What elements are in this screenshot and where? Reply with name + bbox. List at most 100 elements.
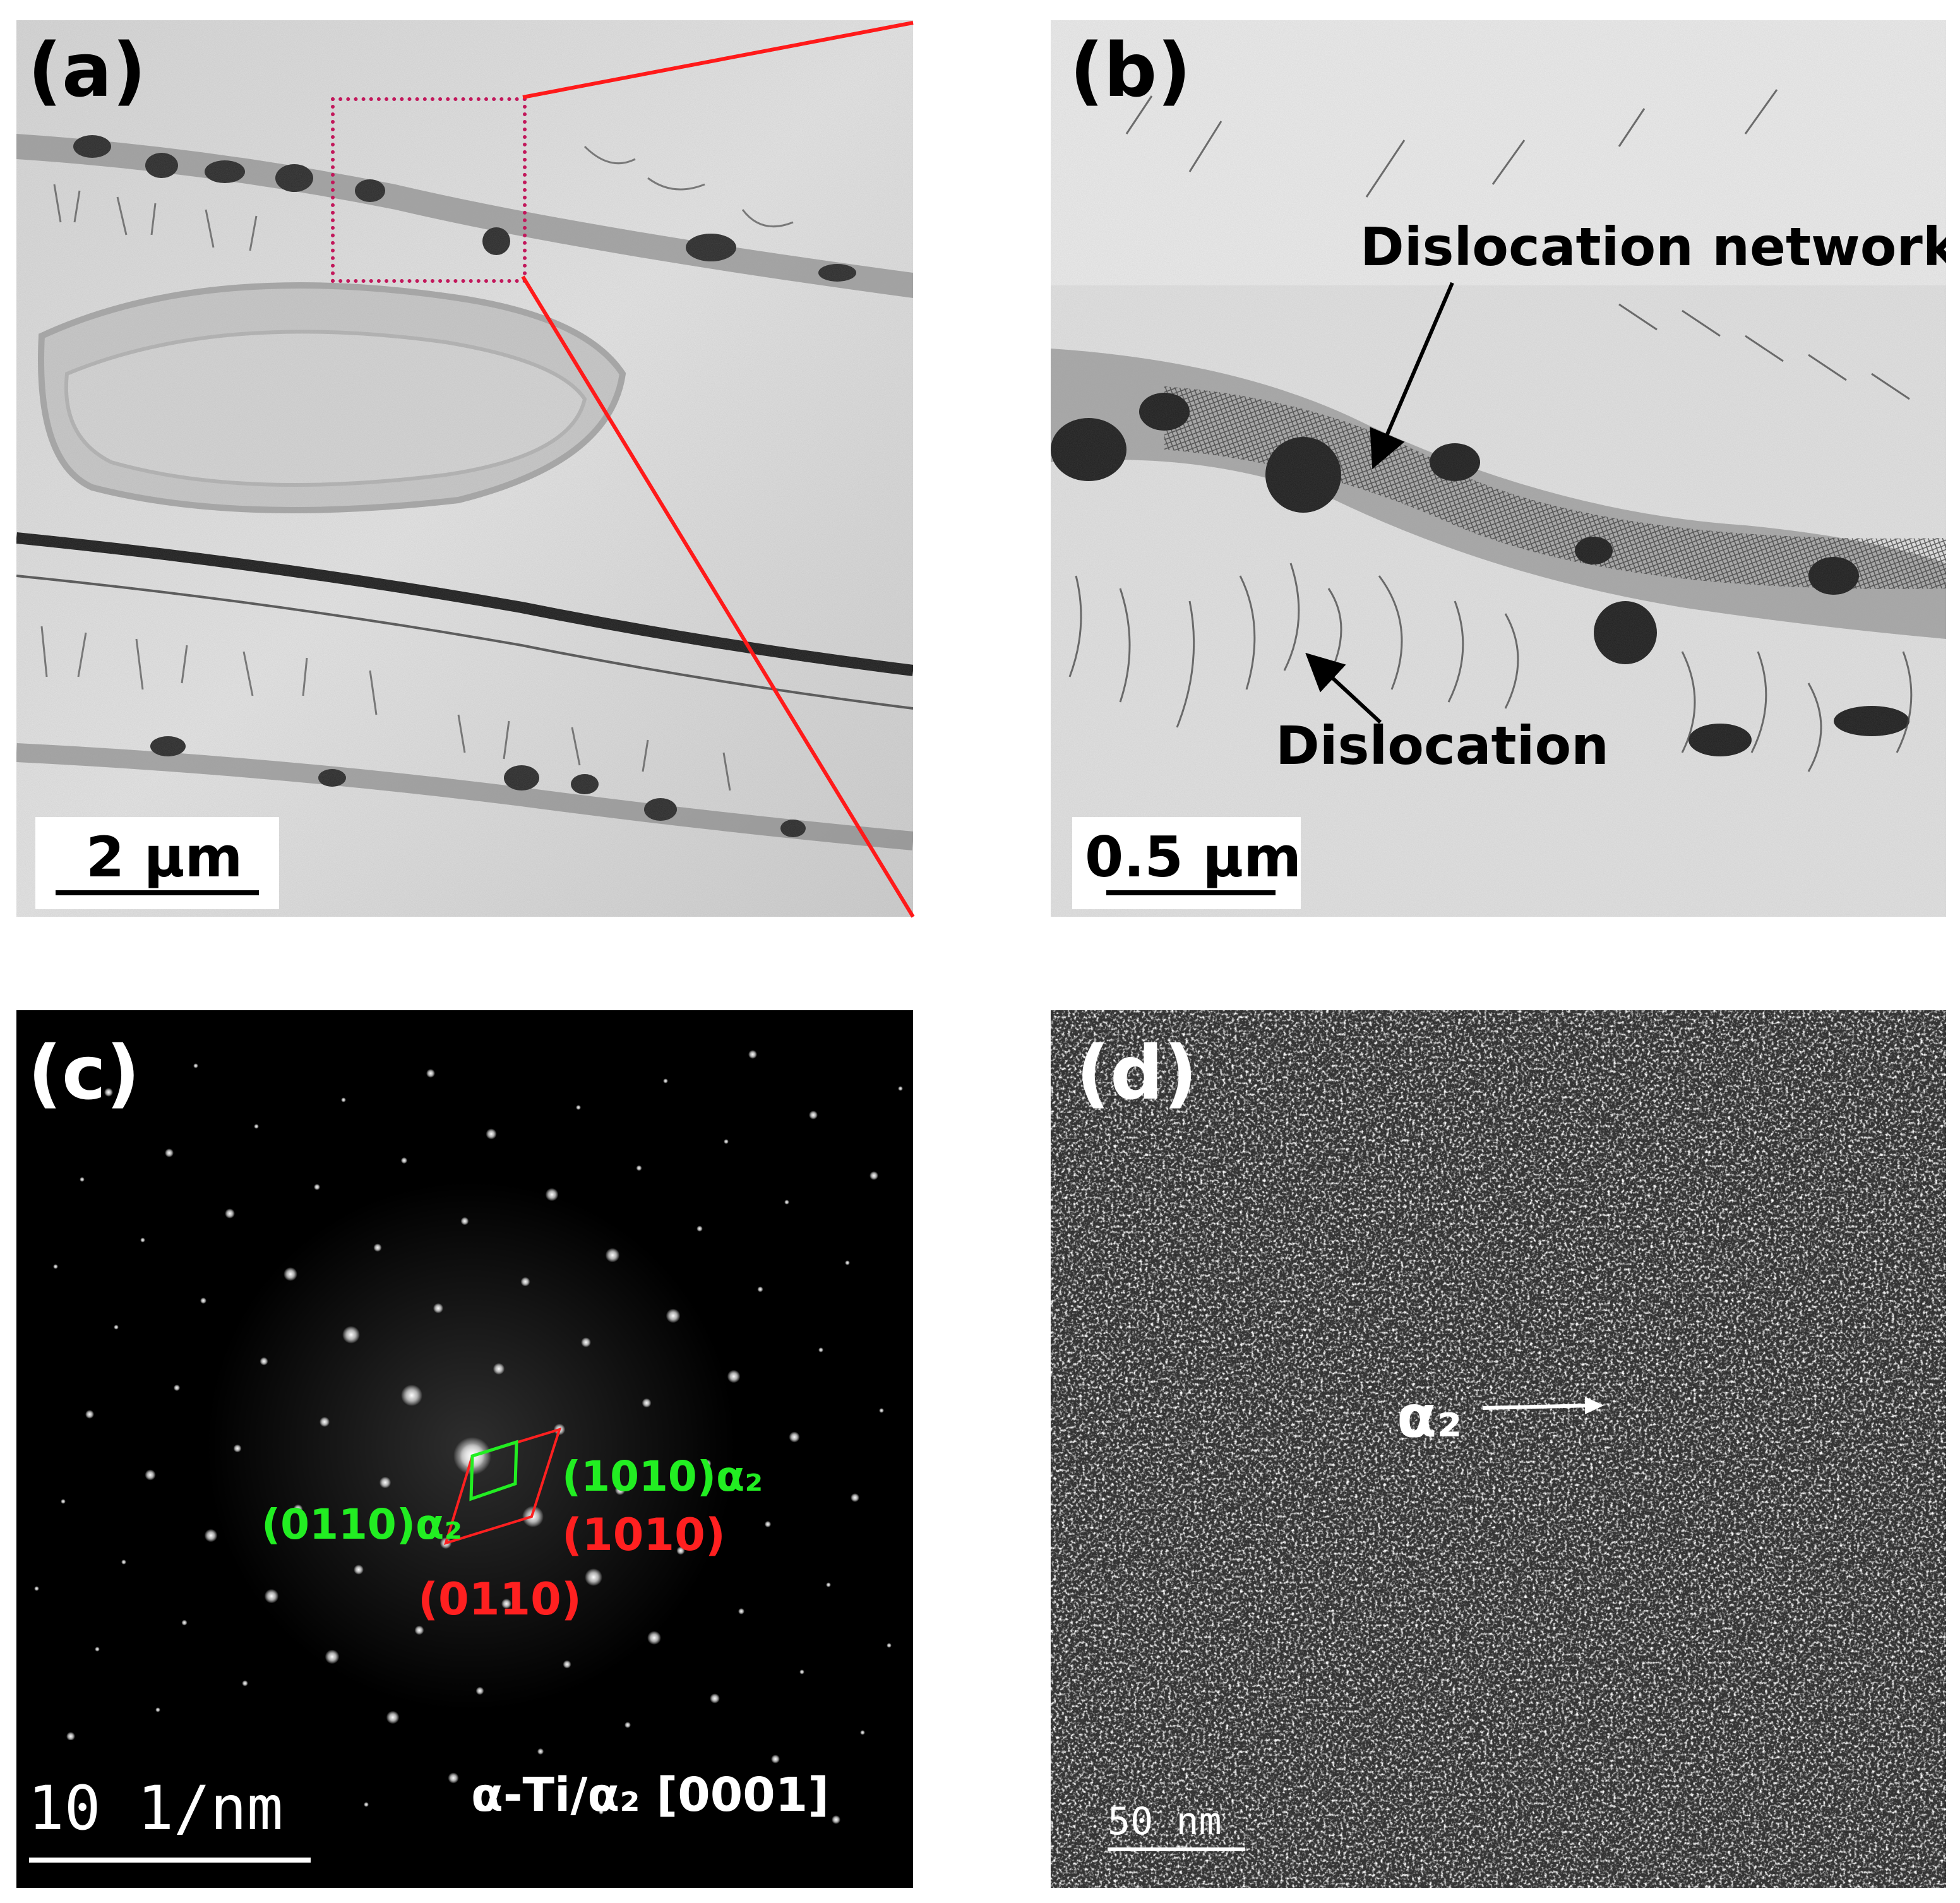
scale-bar-label-a: 2 μm bbox=[86, 825, 243, 890]
diffraction-spot bbox=[605, 1248, 620, 1263]
diffraction-spot bbox=[155, 1707, 160, 1712]
scale-bar-label-c: 10 1/nm bbox=[28, 1773, 284, 1844]
dislocation-arrow bbox=[1305, 652, 1382, 724]
panel-a-label: (a) bbox=[28, 27, 146, 114]
diffraction-spot bbox=[204, 1529, 218, 1542]
diffraction-spot bbox=[80, 1177, 85, 1182]
diffraction-spot bbox=[414, 1625, 424, 1635]
diffraction-spot bbox=[696, 1226, 703, 1232]
annotation-arrows-b bbox=[1305, 282, 1454, 724]
diffraction-spot bbox=[173, 1384, 181, 1392]
diffraction-spot bbox=[400, 1157, 408, 1164]
red-index-1010: (1010) bbox=[562, 1509, 726, 1561]
diffraction-spot bbox=[264, 1589, 279, 1604]
diffraction-spot bbox=[242, 1680, 248, 1686]
diffraction-spot bbox=[66, 1732, 75, 1741]
diffraction-spot bbox=[165, 1148, 174, 1157]
diffraction-spot bbox=[293, 1504, 303, 1514]
diffraction-spot bbox=[614, 1484, 626, 1496]
diffraction-spot bbox=[475, 1686, 484, 1695]
diffraction-spot bbox=[114, 1325, 119, 1330]
scale-bar-b bbox=[1106, 890, 1276, 895]
diffraction-spot bbox=[537, 1748, 544, 1755]
diffraction-spot bbox=[233, 1444, 242, 1453]
diffraction-spot bbox=[460, 1217, 469, 1226]
diffraction-spot bbox=[260, 1357, 268, 1366]
diffraction-spot bbox=[642, 1398, 652, 1408]
diffraction-spot bbox=[545, 1188, 559, 1202]
diffraction-spot bbox=[727, 1369, 741, 1383]
dark-field-micrograph bbox=[1051, 1010, 1946, 1888]
alpha2-phase-label: α₂ bbox=[1397, 1383, 1462, 1450]
network-arrow bbox=[1370, 282, 1454, 470]
diffraction-spot bbox=[53, 1264, 58, 1269]
scale-bar-label-b: 0.5 μm bbox=[1085, 825, 1301, 890]
scale-bar-a bbox=[56, 890, 259, 895]
diffraction-spot bbox=[576, 1105, 581, 1110]
dislocation-network-label: Dislocation network bbox=[1360, 216, 1946, 278]
dislocation-label: Dislocation bbox=[1276, 715, 1609, 777]
scale-bar-box-b: 0.5 μm bbox=[1072, 817, 1301, 909]
diffraction-spot bbox=[486, 1128, 497, 1140]
diffraction-spot bbox=[140, 1238, 145, 1243]
diffraction-spot bbox=[325, 1649, 340, 1664]
diffraction-spot bbox=[448, 1772, 459, 1784]
diffraction-spot bbox=[676, 1546, 685, 1555]
index-parallelograms bbox=[443, 1427, 562, 1546]
diffraction-spot bbox=[433, 1303, 444, 1314]
diffraction-spot bbox=[225, 1208, 235, 1219]
diffraction-spot bbox=[898, 1086, 903, 1091]
diffraction-spot bbox=[319, 1416, 330, 1428]
diffraction-spot bbox=[784, 1200, 789, 1205]
diffraction-spot bbox=[501, 1598, 512, 1609]
diffraction-spot bbox=[585, 1568, 602, 1586]
diffraction-spot bbox=[34, 1586, 39, 1591]
red-unit-cell bbox=[443, 1427, 562, 1546]
diffraction-spot bbox=[364, 1802, 369, 1807]
diffraction-spot bbox=[636, 1165, 642, 1171]
diffraction-spot bbox=[193, 1063, 198, 1068]
diffraction-spot bbox=[663, 1078, 668, 1083]
diffraction-spot bbox=[379, 1476, 391, 1489]
diffraction-spot bbox=[200, 1298, 206, 1304]
diffraction-spot bbox=[738, 1608, 744, 1614]
diffraction-spot bbox=[599, 1810, 604, 1815]
diffraction-spot bbox=[145, 1469, 156, 1481]
diffraction-spot bbox=[647, 1631, 661, 1645]
diffraction-spot bbox=[887, 1643, 892, 1648]
panel-c-diffraction-pattern: (c) (1010)α₂ (0110)α₂ (1010) (0110) α-Ti… bbox=[16, 1010, 913, 1888]
tem-micrograph-b bbox=[1051, 20, 1946, 917]
diffraction-spot bbox=[764, 1520, 772, 1528]
green-index-1010: (1010)α₂ bbox=[562, 1452, 763, 1501]
panel-b-tem-image: (b) Dislocation network Dislocation 0.5 … bbox=[1051, 20, 1946, 917]
alpha2-arrow bbox=[1482, 1397, 1604, 1414]
diffraction-spot bbox=[771, 1755, 780, 1763]
red-index-0110: (0110) bbox=[418, 1573, 582, 1625]
diffraction-spot bbox=[826, 1582, 831, 1587]
diffraction-spot bbox=[401, 1385, 422, 1406]
scale-bar-c bbox=[29, 1858, 311, 1863]
diffraction-spot bbox=[181, 1620, 188, 1626]
diffraction-spot bbox=[520, 1277, 530, 1287]
diffraction-spot bbox=[710, 1693, 720, 1703]
diffraction-spot bbox=[845, 1260, 850, 1265]
diffraction-spot bbox=[342, 1326, 360, 1344]
diffraction-spot bbox=[61, 1499, 66, 1504]
diffraction-spot bbox=[493, 1363, 505, 1375]
panel-d-label: (d) bbox=[1076, 1029, 1198, 1116]
diffraction-spot bbox=[624, 1722, 631, 1728]
green-index-0110: (0110)α₂ bbox=[261, 1500, 463, 1549]
diffraction-spot bbox=[851, 1493, 859, 1502]
panel-d-dark-field-image: (d) α₂ 50 nm bbox=[1051, 1010, 1946, 1888]
diffraction-spot bbox=[354, 1565, 364, 1575]
diffraction-spot bbox=[869, 1171, 878, 1180]
diffraction-spot bbox=[121, 1560, 126, 1565]
diffraction-spot bbox=[832, 1815, 840, 1824]
diffraction-spot bbox=[85, 1410, 94, 1419]
scale-bar-label-d: 50 nm bbox=[1108, 1799, 1222, 1844]
diffraction-spot bbox=[581, 1337, 591, 1347]
diffraction-spot bbox=[789, 1431, 800, 1443]
diffraction-spot bbox=[748, 1050, 757, 1059]
diffraction-spot bbox=[373, 1243, 382, 1252]
panel-c-label: (c) bbox=[28, 1029, 140, 1116]
